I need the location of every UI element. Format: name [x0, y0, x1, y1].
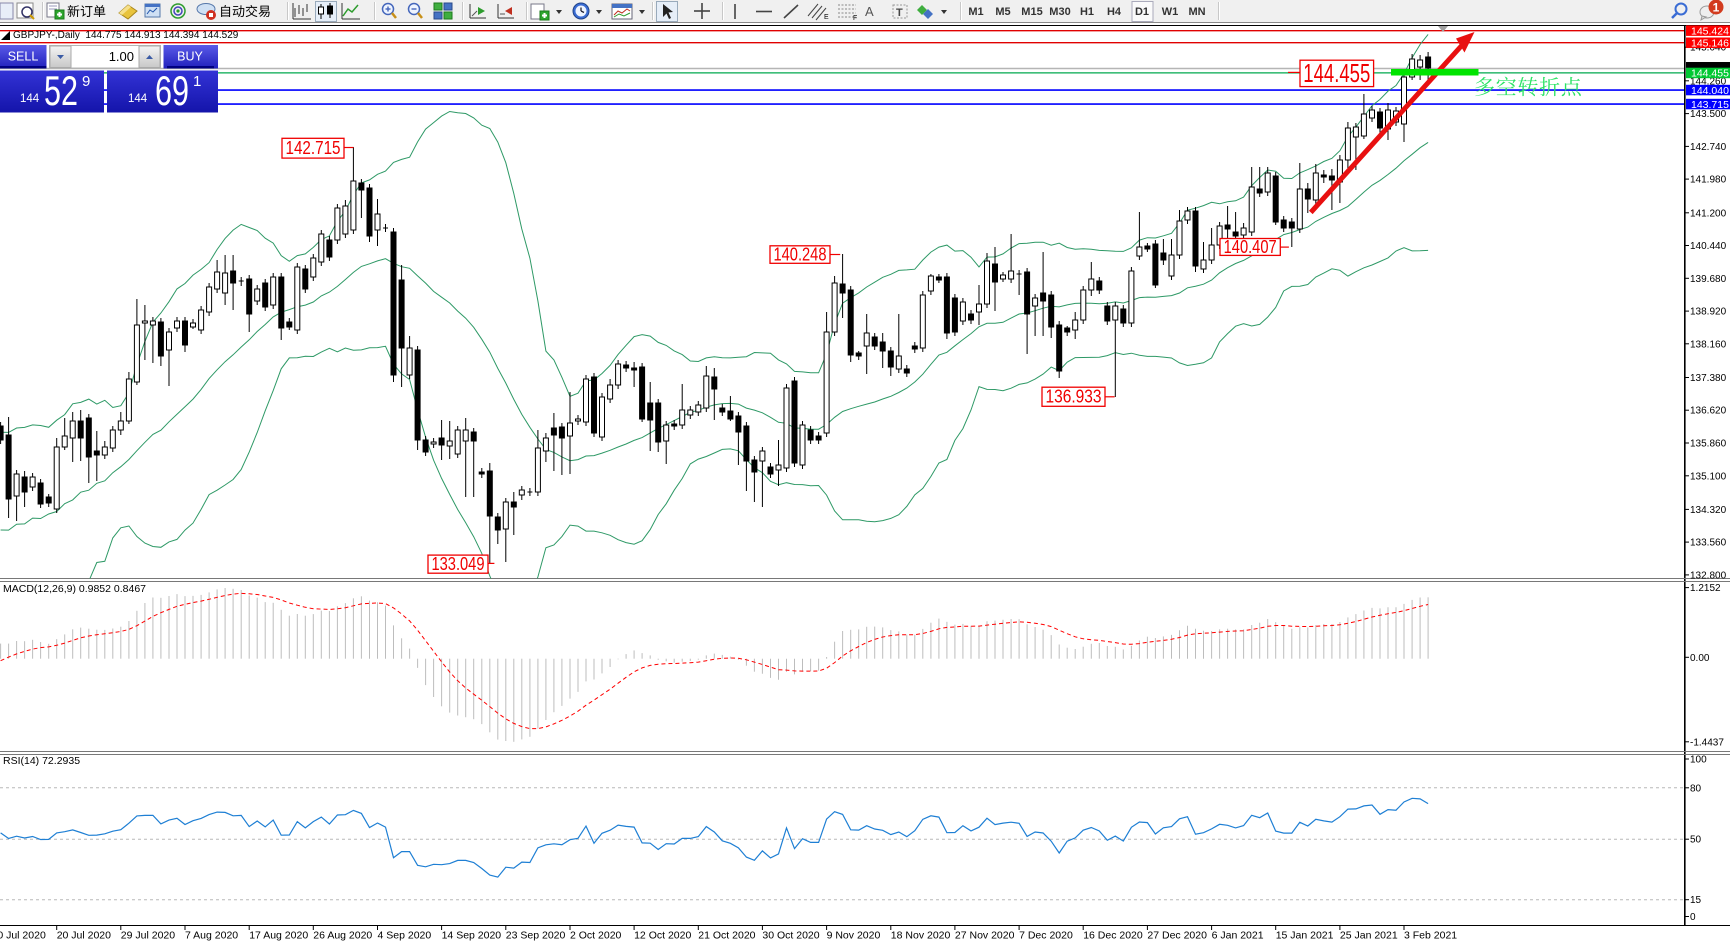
- svg-text:12 Oct 2020: 12 Oct 2020: [634, 930, 691, 942]
- svg-text:144.040: 144.040: [1691, 85, 1729, 97]
- svg-text:136.620: 136.620: [1690, 406, 1727, 417]
- svg-text:1.00: 1.00: [109, 49, 134, 64]
- svg-text:100: 100: [1690, 755, 1707, 766]
- svg-text:-1.4437: -1.4437: [1690, 737, 1724, 748]
- svg-text:10 Jul 2020: 10 Jul 2020: [0, 930, 46, 942]
- svg-text:141.980: 141.980: [1690, 175, 1727, 186]
- svg-text:144.260: 144.260: [1690, 76, 1727, 87]
- svg-text:F: F: [853, 15, 857, 22]
- svg-text:133.049: 133.049: [432, 554, 485, 574]
- svg-text:144.455: 144.455: [1691, 68, 1729, 80]
- svg-text:139.680: 139.680: [1690, 274, 1727, 285]
- svg-text:D1: D1: [1135, 6, 1149, 18]
- svg-text:141.200: 141.200: [1690, 208, 1727, 219]
- svg-text:136.933: 136.933: [1046, 387, 1102, 407]
- svg-text:7 Dec 2020: 7 Dec 2020: [1019, 930, 1073, 942]
- svg-text:29 Jul 2020: 29 Jul 2020: [121, 930, 175, 942]
- svg-text:137.380: 137.380: [1690, 373, 1727, 384]
- svg-text:134.320: 134.320: [1690, 505, 1727, 516]
- svg-text:GBPJPY-,Daily 144.775 144.913: GBPJPY-,Daily 144.775 144.913 144.394 14…: [13, 30, 239, 41]
- svg-text:25 Jan 2021: 25 Jan 2021: [1340, 930, 1398, 942]
- svg-text:144.455: 144.455: [1303, 58, 1370, 88]
- svg-text:M5: M5: [995, 6, 1010, 18]
- svg-text:30 Oct 2020: 30 Oct 2020: [762, 930, 819, 942]
- svg-text:M15: M15: [1021, 6, 1042, 18]
- svg-text:138.920: 138.920: [1690, 307, 1727, 318]
- svg-text:6 Jan 2021: 6 Jan 2021: [1212, 930, 1264, 942]
- svg-text:E: E: [824, 14, 829, 21]
- svg-text:H4: H4: [1107, 6, 1122, 18]
- svg-text:144: 144: [20, 93, 40, 105]
- svg-text:1: 1: [193, 73, 201, 90]
- svg-text:140.248: 140.248: [774, 245, 827, 265]
- svg-text:2 Oct 2020: 2 Oct 2020: [570, 930, 622, 942]
- svg-text:18 Nov 2020: 18 Nov 2020: [891, 930, 951, 942]
- svg-text:135.100: 135.100: [1690, 471, 1727, 482]
- svg-text:140.407: 140.407: [1224, 237, 1277, 257]
- svg-text:69: 69: [155, 67, 189, 114]
- svg-text:M30: M30: [1049, 6, 1070, 18]
- svg-text:SELL: SELL: [8, 50, 39, 64]
- svg-text:MACD(12,26,9) 0.9852 0.8467: MACD(12,26,9) 0.9852 0.8467: [3, 583, 146, 595]
- svg-text:143.715: 143.715: [1691, 99, 1729, 111]
- svg-text:23 Sep 2020: 23 Sep 2020: [506, 930, 566, 942]
- svg-text:143.500: 143.500: [1690, 109, 1727, 120]
- svg-text:144: 144: [128, 93, 148, 105]
- svg-text:1: 1: [1713, 1, 1720, 15]
- svg-text:MN: MN: [1188, 6, 1205, 18]
- svg-text:26 Aug 2020: 26 Aug 2020: [313, 930, 372, 942]
- svg-text:52: 52: [44, 67, 78, 114]
- svg-text:145.146: 145.146: [1691, 38, 1729, 50]
- svg-text:9 Nov 2020: 9 Nov 2020: [827, 930, 881, 942]
- svg-text:80: 80: [1690, 783, 1702, 794]
- svg-text:H1: H1: [1080, 6, 1094, 18]
- svg-text:27 Nov 2020: 27 Nov 2020: [955, 930, 1015, 942]
- svg-text:M1: M1: [968, 6, 983, 18]
- svg-text:7 Aug 2020: 7 Aug 2020: [185, 930, 238, 942]
- svg-text:142.740: 142.740: [1690, 142, 1727, 153]
- svg-text:RSI(14) 72.2935: RSI(14) 72.2935: [3, 755, 80, 767]
- svg-text:138.160: 138.160: [1690, 339, 1727, 350]
- svg-text:133.560: 133.560: [1690, 538, 1727, 549]
- svg-text:142.715: 142.715: [286, 138, 341, 158]
- svg-text:145.424: 145.424: [1691, 26, 1729, 38]
- svg-text:BUY: BUY: [177, 50, 203, 64]
- svg-text:140.440: 140.440: [1690, 241, 1727, 252]
- svg-text:9: 9: [82, 73, 90, 90]
- svg-text:15: 15: [1690, 895, 1702, 906]
- svg-text:145.040: 145.040: [1690, 43, 1727, 54]
- svg-text:15 Jan 2021: 15 Jan 2021: [1276, 930, 1334, 942]
- svg-text:4 Sep 2020: 4 Sep 2020: [378, 930, 432, 942]
- svg-text:1.2152: 1.2152: [1690, 583, 1721, 594]
- svg-text:132.800: 132.800: [1690, 570, 1727, 581]
- svg-text:16 Dec 2020: 16 Dec 2020: [1083, 930, 1143, 942]
- svg-text:T: T: [896, 7, 903, 19]
- svg-text:135.860: 135.860: [1690, 439, 1727, 450]
- svg-text:14 Sep 2020: 14 Sep 2020: [442, 930, 502, 942]
- svg-text:3 Feb 2021: 3 Feb 2021: [1404, 930, 1457, 942]
- svg-text:17 Aug 2020: 17 Aug 2020: [249, 930, 308, 942]
- svg-text:21 Oct 2020: 21 Oct 2020: [698, 930, 755, 942]
- svg-text:50: 50: [1690, 835, 1702, 846]
- svg-text:W1: W1: [1162, 6, 1179, 18]
- svg-text:0: 0: [1690, 912, 1696, 923]
- svg-text:20 Jul 2020: 20 Jul 2020: [57, 930, 111, 942]
- svg-text:A: A: [865, 4, 874, 19]
- svg-text:27 Dec 2020: 27 Dec 2020: [1147, 930, 1207, 942]
- svg-text:0.00: 0.00: [1690, 653, 1710, 664]
